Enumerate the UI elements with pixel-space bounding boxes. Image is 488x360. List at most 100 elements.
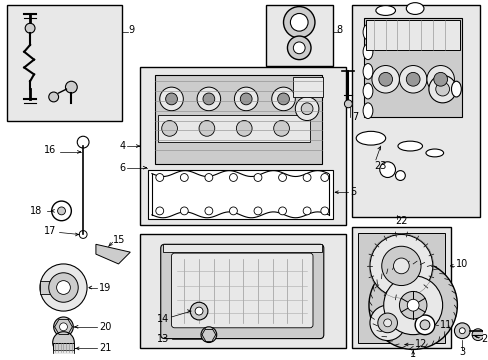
Ellipse shape: [355, 131, 385, 145]
Bar: [366, 20, 459, 50]
Circle shape: [204, 207, 212, 215]
Bar: [158, 114, 309, 142]
Circle shape: [271, 87, 295, 111]
Polygon shape: [96, 244, 130, 264]
Bar: [351, 5, 479, 217]
Circle shape: [180, 207, 188, 215]
Circle shape: [369, 305, 405, 341]
Circle shape: [273, 121, 289, 136]
Circle shape: [406, 72, 419, 86]
Circle shape: [190, 302, 207, 320]
Ellipse shape: [450, 81, 460, 97]
Text: 20: 20: [99, 322, 111, 332]
Text: 23: 23: [373, 161, 386, 171]
Circle shape: [234, 87, 258, 111]
Circle shape: [320, 207, 328, 215]
Ellipse shape: [425, 149, 443, 157]
Circle shape: [254, 207, 262, 215]
Text: 14: 14: [157, 314, 169, 324]
Bar: [148, 170, 332, 219]
Circle shape: [301, 103, 312, 114]
Circle shape: [54, 317, 73, 337]
Circle shape: [156, 174, 163, 181]
Bar: [53, 350, 74, 354]
Bar: [6, 5, 122, 121]
Circle shape: [77, 136, 89, 148]
Circle shape: [283, 6, 314, 38]
Bar: [293, 77, 322, 97]
Bar: [265, 5, 332, 66]
Circle shape: [290, 13, 307, 31]
Circle shape: [393, 258, 408, 274]
Circle shape: [240, 93, 252, 105]
Ellipse shape: [362, 44, 372, 60]
Text: 19: 19: [99, 283, 111, 293]
Text: 18: 18: [30, 206, 42, 216]
Circle shape: [278, 174, 286, 181]
Text: 16: 16: [44, 145, 56, 155]
Circle shape: [57, 281, 70, 294]
Bar: [364, 18, 461, 117]
Circle shape: [303, 207, 310, 215]
Bar: [357, 233, 444, 342]
Circle shape: [471, 329, 483, 341]
Circle shape: [49, 92, 59, 102]
Text: 11: 11: [439, 320, 451, 330]
Ellipse shape: [362, 103, 372, 118]
Circle shape: [419, 320, 429, 330]
Circle shape: [371, 66, 399, 93]
Bar: [40, 281, 50, 294]
Ellipse shape: [362, 83, 372, 99]
Circle shape: [383, 276, 442, 335]
Text: 22: 22: [395, 216, 407, 226]
Ellipse shape: [362, 24, 372, 40]
Text: 9: 9: [128, 25, 134, 35]
Circle shape: [49, 273, 78, 302]
Circle shape: [60, 323, 67, 331]
Circle shape: [453, 323, 469, 339]
Circle shape: [428, 75, 455, 103]
Circle shape: [426, 66, 453, 93]
Circle shape: [320, 174, 328, 181]
Bar: [140, 234, 346, 348]
Circle shape: [435, 82, 448, 96]
Circle shape: [79, 230, 87, 238]
Circle shape: [52, 201, 71, 221]
Circle shape: [160, 87, 183, 111]
Circle shape: [65, 81, 77, 93]
Circle shape: [229, 174, 237, 181]
Circle shape: [277, 93, 289, 105]
Text: 12: 12: [414, 339, 427, 350]
Circle shape: [204, 174, 212, 181]
Circle shape: [295, 97, 318, 121]
Text: 3: 3: [458, 347, 465, 357]
Bar: [163, 244, 321, 252]
Text: 5: 5: [349, 187, 356, 197]
Text: 13: 13: [157, 334, 169, 343]
Circle shape: [399, 292, 426, 319]
Circle shape: [203, 93, 214, 105]
Circle shape: [165, 93, 177, 105]
Ellipse shape: [406, 3, 423, 14]
Circle shape: [201, 327, 216, 342]
Bar: [53, 342, 74, 352]
FancyBboxPatch shape: [161, 244, 323, 339]
Circle shape: [40, 264, 87, 311]
Bar: [155, 75, 321, 164]
Text: 10: 10: [455, 259, 468, 269]
Circle shape: [458, 328, 464, 334]
Text: 7: 7: [351, 112, 358, 122]
Circle shape: [407, 299, 418, 311]
Text: 6: 6: [119, 163, 125, 173]
Circle shape: [303, 174, 310, 181]
Circle shape: [383, 319, 391, 327]
Bar: [140, 67, 346, 225]
Circle shape: [344, 100, 351, 108]
Text: 4: 4: [119, 141, 125, 151]
FancyBboxPatch shape: [171, 253, 312, 328]
Text: 17: 17: [44, 226, 56, 235]
Ellipse shape: [375, 6, 395, 15]
Circle shape: [156, 207, 163, 215]
Circle shape: [58, 207, 65, 215]
Circle shape: [236, 121, 252, 136]
